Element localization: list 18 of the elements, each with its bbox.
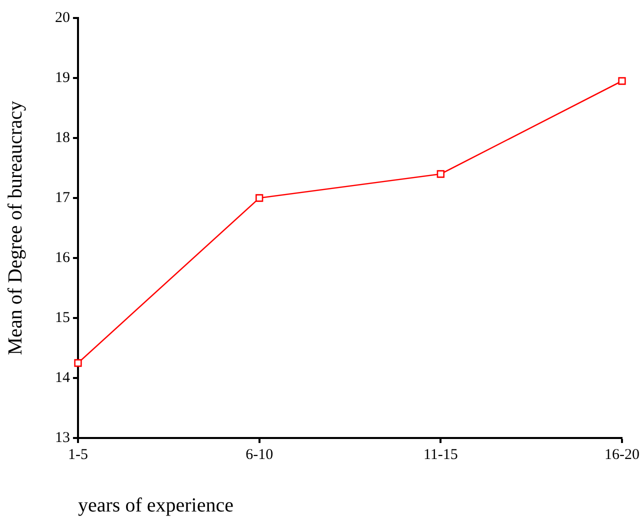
y-tick-label: 16 bbox=[55, 250, 70, 266]
x-tick-label: 1-5 bbox=[68, 446, 88, 463]
y-tick-label: 15 bbox=[55, 310, 70, 326]
y-axis-title: Mean of Degree of bureaucracy bbox=[4, 100, 26, 356]
x-tick-label: 16-20 bbox=[604, 446, 640, 463]
point bbox=[74, 359, 82, 367]
x-tick-label: 11-15 bbox=[423, 446, 458, 463]
x-tick-label: 6-10 bbox=[246, 446, 274, 463]
y-tick-label: 19 bbox=[55, 70, 70, 86]
point bbox=[618, 77, 626, 85]
y-tick-label: 20 bbox=[55, 10, 70, 26]
x-axis-title: years of experience bbox=[78, 494, 234, 516]
y-tick-label: 13 bbox=[55, 430, 70, 446]
point bbox=[255, 194, 264, 202]
y-tick-label: 14 bbox=[55, 370, 70, 386]
y-tick-label: 18 bbox=[55, 130, 70, 146]
y-tick-label: 17 bbox=[55, 190, 70, 206]
point bbox=[436, 170, 444, 178]
